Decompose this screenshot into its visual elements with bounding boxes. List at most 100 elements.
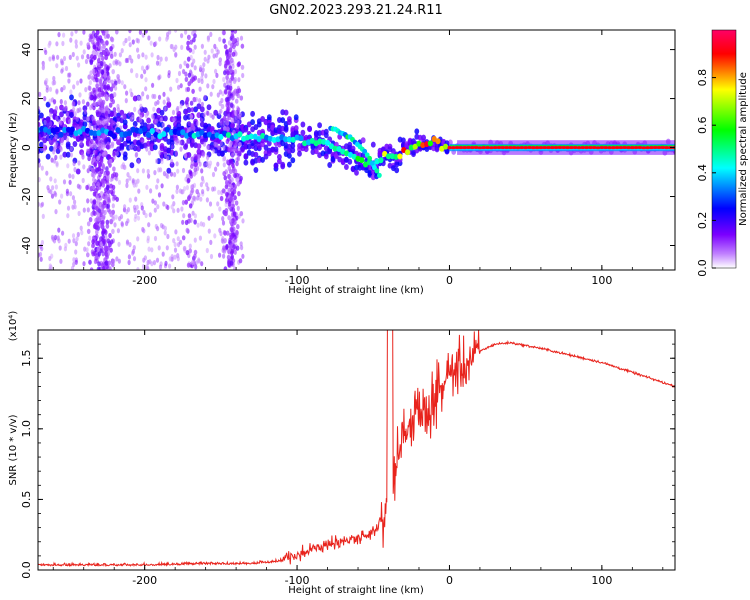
spectrogram-cell (176, 168, 180, 174)
spectrogram-cell (208, 160, 213, 166)
spectrogram-cell (260, 156, 265, 163)
spectrogram-cell (52, 146, 57, 152)
spectrogram-cell (226, 254, 231, 260)
spectrogram-cell (105, 166, 109, 172)
spectrogram-cell (207, 228, 211, 234)
spectrogram-cell (108, 266, 112, 270)
spectrogram-cell (205, 247, 209, 254)
spectrogram-cell (60, 193, 64, 199)
spectrogram-cell (160, 183, 164, 189)
spectrogram-cell (69, 112, 74, 118)
spectrogram-cell (104, 110, 109, 116)
spectrogram-cell (360, 137, 366, 144)
spectrogram-cell (93, 95, 97, 101)
spectrogram-cell (71, 195, 75, 201)
spectrogram-cell (118, 216, 122, 222)
spectrogram-cell (169, 171, 174, 177)
spectrogram-cell (58, 199, 62, 205)
spectrogram-cell (117, 241, 121, 247)
spectrogram-cell (57, 31, 61, 38)
spectrogram-cell (95, 224, 99, 230)
spectrogram-cell (184, 199, 188, 205)
spectrogram-cell (177, 84, 181, 90)
spectrogram-cell (96, 246, 101, 252)
y-tick-label: -40 (20, 237, 33, 255)
spectrogram-cell (40, 165, 44, 171)
spectrogram-cell (100, 178, 105, 184)
spectrogram-cell (218, 206, 222, 212)
spectrogram-cell (111, 83, 116, 89)
spectrogram-cell (158, 36, 162, 42)
spectrogram-cell (218, 100, 222, 107)
spectrogram-cell (225, 132, 232, 138)
spectrogram-cell (63, 246, 67, 252)
spectrogram-cell (233, 110, 238, 116)
spectrogram-noise (38, 30, 245, 270)
spectrogram-cell (97, 166, 101, 172)
spectrogram-cell (199, 196, 203, 202)
spectrogram-cell (45, 87, 49, 93)
spectrogram-cell (135, 37, 139, 43)
spectrogram-cell (88, 259, 92, 265)
spectrogram-cell (239, 35, 244, 41)
spectrogram-cell (68, 72, 72, 78)
spectrogram-cell (61, 40, 65, 47)
spectrogram-cell (227, 40, 232, 46)
spectrogram-cell (225, 180, 229, 186)
spectrogram-cell (218, 133, 224, 140)
spectrogram-cell (156, 204, 160, 210)
spectrogram-cell (186, 45, 190, 51)
spectrogram-cell (49, 176, 53, 182)
spectrogram-cell (140, 73, 144, 79)
spectrogram-cell (150, 247, 154, 253)
spectrogram-cell (159, 117, 163, 123)
spectrogram-cell (212, 78, 216, 85)
spectrogram-cell (221, 220, 226, 226)
spectrogram-cell (225, 85, 229, 91)
spectrogram-cell (111, 69, 115, 75)
spectrogram-cell (156, 99, 160, 105)
spectrogram-cell (86, 116, 90, 122)
spectrogram-cell (63, 100, 67, 106)
spectrogram-cell (89, 267, 94, 270)
spectrogram-cell (444, 148, 450, 155)
spectrogram-cell (193, 75, 197, 81)
spectrogram-cell (172, 208, 176, 214)
spectrogram-cell (51, 236, 55, 242)
spectrogram-cell (230, 187, 234, 193)
spectrogram-cell (91, 239, 95, 245)
spectrogram-cell (187, 213, 192, 219)
spectrogram-cell (193, 65, 197, 71)
spectrogram-cell (198, 86, 202, 92)
spectrogram-cell (228, 178, 232, 185)
spectrogram-cell (95, 233, 99, 239)
spectrogram-cell (175, 77, 179, 84)
spectrogram-cell (124, 37, 128, 44)
spectrogram-cell (75, 168, 81, 175)
spectrogram-cell (240, 64, 245, 70)
spectrogram-cell (79, 140, 83, 146)
spectrogram-cell (216, 49, 220, 55)
spectrogram-cell (180, 206, 184, 212)
spectrogram-cell (141, 139, 145, 145)
spectrogram-cell (54, 209, 58, 215)
spectrogram-cell (226, 70, 230, 76)
spectrogram-cell (79, 225, 83, 231)
spectrogram-cell (89, 95, 94, 101)
spectrogram-cell (147, 35, 151, 41)
spectrogram-cell (198, 235, 202, 241)
spectrogram-cell (65, 151, 71, 158)
spectrogram-cell (190, 123, 194, 129)
spectrogram-cell (51, 54, 55, 60)
spectrogram-cell (363, 161, 369, 168)
spectrogram-cell (231, 95, 235, 101)
spectrogram-cell (225, 126, 230, 132)
spectrogram-cell (218, 36, 222, 42)
spectrogram-cell (68, 54, 72, 61)
spectrogram-cell (186, 86, 191, 92)
spectrogram-cell (287, 161, 292, 168)
spectrogram-cell (435, 138, 441, 145)
spectrogram-cell (109, 111, 115, 118)
spectrogram-cell (187, 72, 192, 78)
spectrogram-cell (228, 243, 233, 249)
